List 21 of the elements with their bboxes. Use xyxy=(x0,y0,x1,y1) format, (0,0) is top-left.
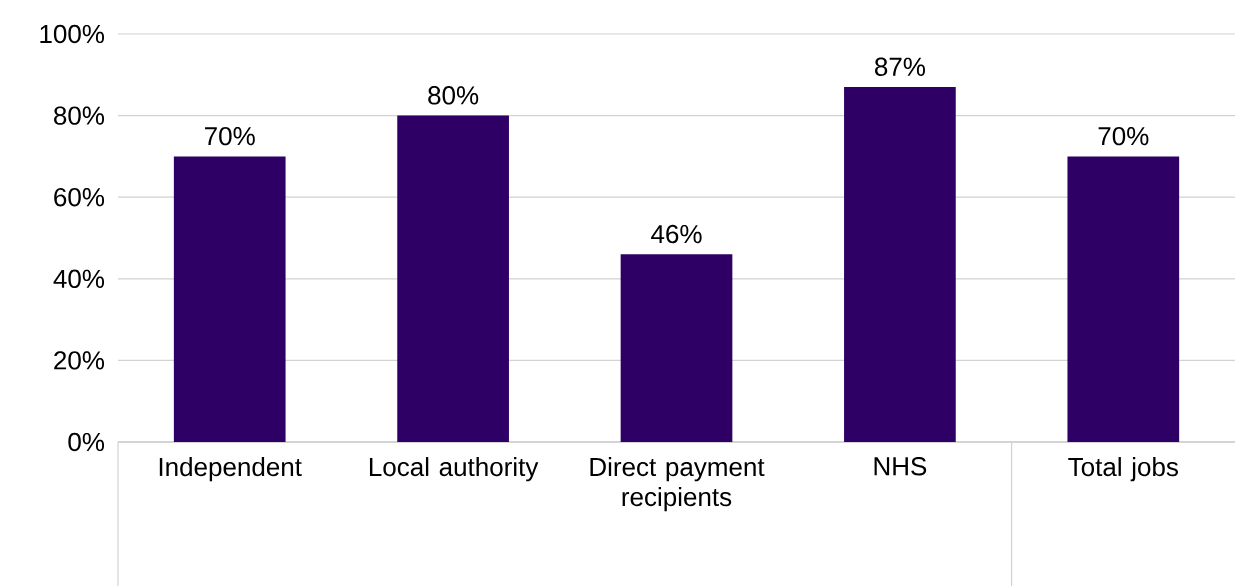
bar xyxy=(173,156,286,442)
data-label: 87% xyxy=(875,57,925,76)
y-tick-label: 60% xyxy=(54,188,105,207)
y-tick-label: 0% xyxy=(68,432,105,452)
y-tick-label: 40% xyxy=(53,269,105,289)
data-label: 70% xyxy=(205,126,255,146)
x-tick-label: Independent xyxy=(159,457,302,482)
data-label: 80% xyxy=(428,86,479,105)
y-tick-label: 80% xyxy=(54,106,105,125)
y-tick-label: 20% xyxy=(54,351,105,370)
x-tick-label: Direct payment recipients xyxy=(590,457,765,512)
bar xyxy=(620,254,733,442)
bar xyxy=(397,115,509,442)
x-tick-label: Local authority xyxy=(369,457,539,482)
data-label: 70% xyxy=(1098,126,1149,146)
y-tick-label: 100% xyxy=(40,24,105,44)
bar xyxy=(844,87,956,442)
bar xyxy=(1067,156,1180,442)
data-label: 46% xyxy=(651,224,702,244)
x-tick-label: Total jobs xyxy=(1068,457,1178,482)
x-tick-label: NHS xyxy=(874,457,927,476)
